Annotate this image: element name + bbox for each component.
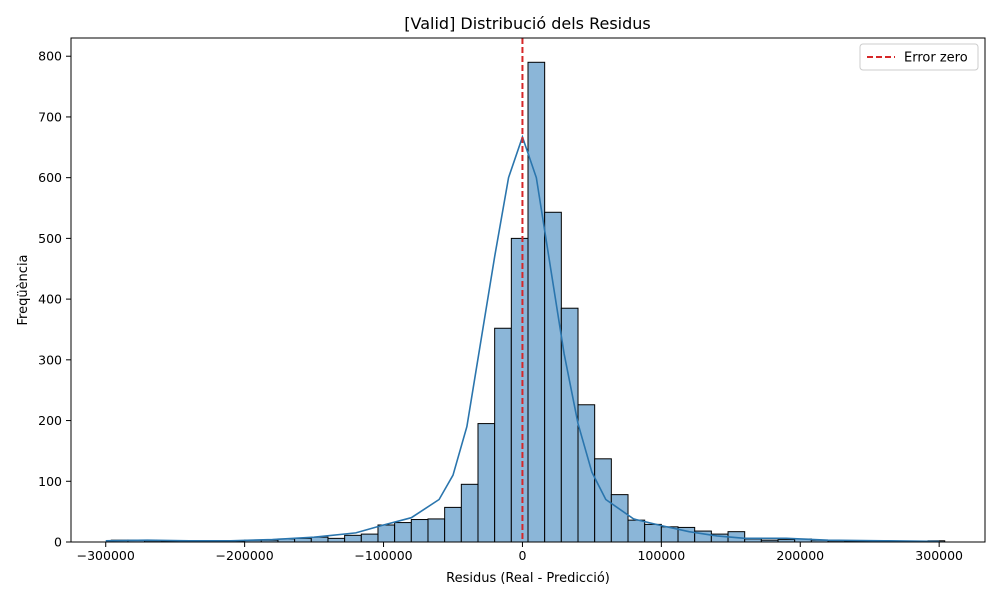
y-tick-label: 300	[38, 352, 62, 367]
x-tick-label: −300000	[77, 548, 135, 563]
y-tick-label: 700	[38, 109, 62, 124]
plot-frame	[70, 37, 986, 543]
histogram-bar	[460, 483, 479, 543]
histogram-bar	[610, 494, 629, 543]
y-tick-label: 500	[38, 231, 62, 246]
x-tick-label: 0	[518, 548, 526, 563]
legend-label: Error zero	[904, 51, 968, 66]
kde-curve	[105, 134, 940, 543]
y-tick-label: 0	[54, 535, 62, 550]
histogram-bar	[327, 537, 346, 543]
histogram-bar	[644, 523, 662, 543]
x-axis-ticks: −300000 −200000 −100000 0 100000 200000 300000	[77, 542, 963, 563]
histogram-bar	[510, 237, 529, 543]
x-tick-label: 200000	[776, 548, 824, 563]
y-tick-label: 100	[38, 474, 62, 489]
x-tick-label: 300000	[915, 548, 963, 563]
histogram-bar	[444, 506, 462, 543]
histogram-bar	[394, 522, 412, 543]
histogram-bar	[627, 519, 646, 543]
histogram-bar	[494, 327, 512, 543]
y-axis-ticks: 0 100 200 300 400 500 600 700 800	[38, 49, 71, 550]
x-tick-label: −200000	[216, 548, 274, 563]
chart-title: [Valid] Distribució dels Residus	[404, 14, 650, 33]
histogram-bar	[427, 518, 446, 543]
y-tick-label: 200	[38, 413, 62, 428]
histogram-bar	[360, 533, 379, 543]
histogram-bar	[527, 61, 546, 543]
histogram-bar	[594, 458, 612, 543]
histogram-bar	[377, 524, 396, 543]
kde-layer	[105, 134, 940, 543]
histogram-bar	[544, 211, 562, 543]
x-axis-label: Residus (Real - Predicció)	[446, 571, 610, 586]
histogram-bar	[560, 307, 579, 543]
legend: Error zero	[859, 43, 979, 71]
histogram-bar	[344, 534, 362, 543]
histogram-bar	[410, 519, 429, 543]
y-tick-label: 400	[38, 292, 62, 307]
histogram-bar	[477, 423, 496, 543]
x-tick-label: 100000	[637, 548, 685, 563]
y-tick-label: 600	[38, 170, 62, 185]
x-tick-label: −100000	[354, 548, 412, 563]
y-tick-label: 800	[38, 49, 62, 64]
bars-layer	[110, 61, 946, 543]
y-axis-label: Freqüència	[16, 254, 31, 325]
legend-box	[859, 43, 979, 71]
